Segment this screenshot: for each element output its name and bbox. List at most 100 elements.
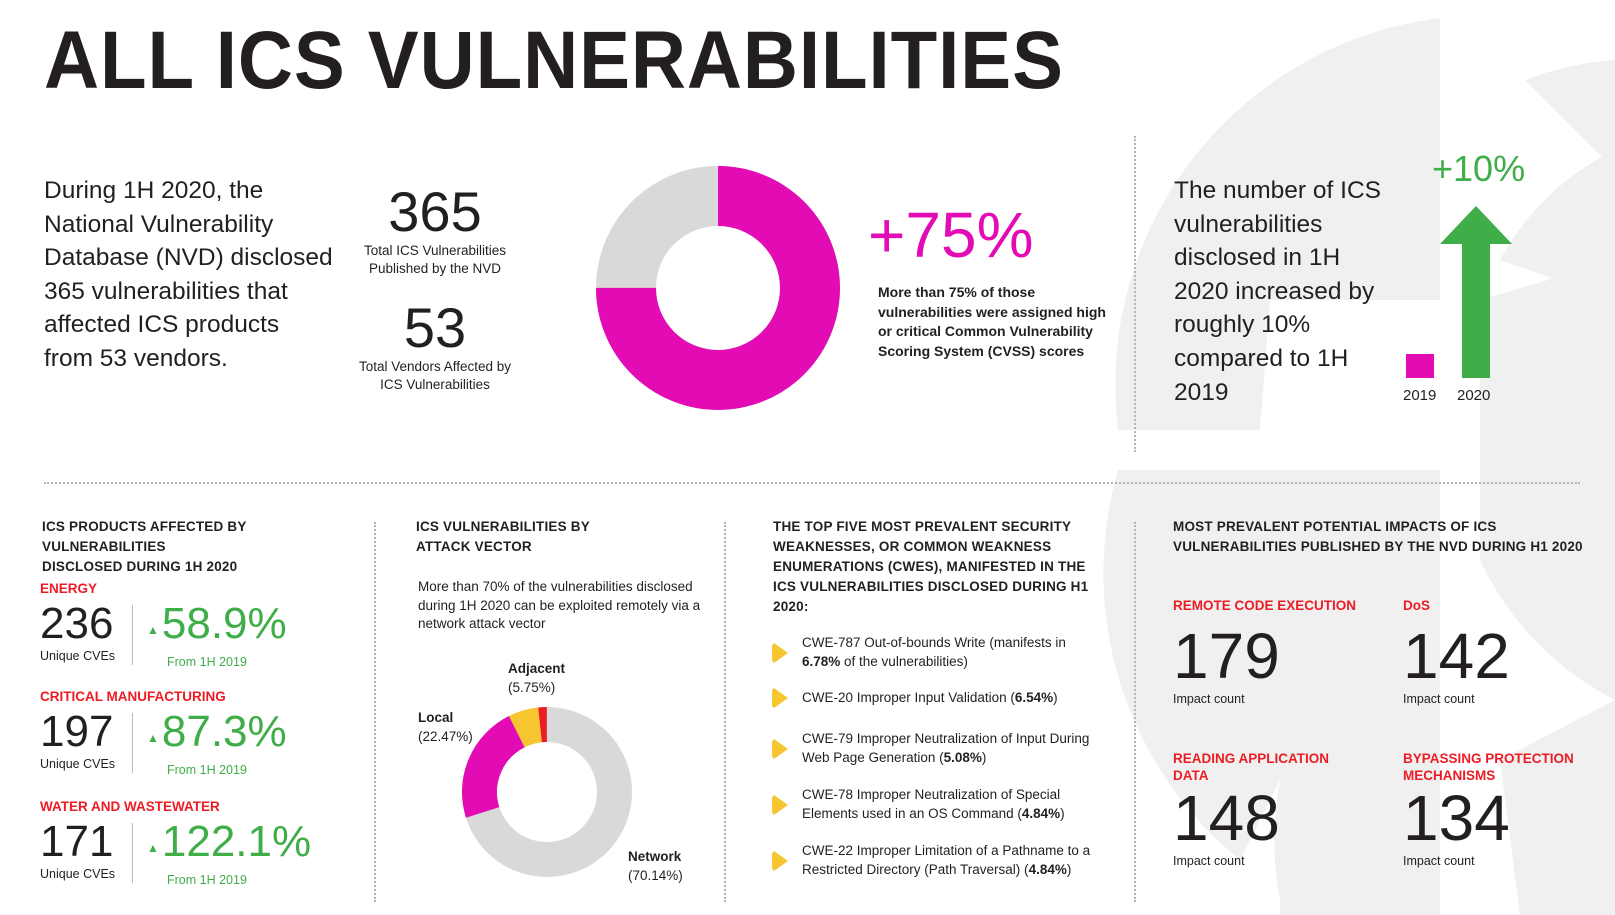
sector-water-wastewater: WATER AND WASTEWATER 171 Unique CVEs ▲ 12… bbox=[40, 798, 360, 887]
page-title: ALL ICS VULNERABILITIES bbox=[44, 15, 1064, 106]
pie-label-network: Network (70.14%) bbox=[628, 848, 683, 885]
sector-change: 87.3% bbox=[161, 707, 287, 756]
impact-remote-code-execution: REMOTE CODE EXECUTION 179 Impact count bbox=[1173, 597, 1393, 706]
cwe-text: CWE-22 Improper Limitation of a Pathname… bbox=[802, 843, 1091, 877]
sector-count: 236 bbox=[40, 599, 114, 648]
up-triangle-icon: ▲ bbox=[147, 841, 159, 855]
impact-label: Impact count bbox=[1173, 854, 1245, 868]
label-pct: (22.47%) bbox=[418, 728, 473, 744]
up-triangle-icon: ▲ bbox=[147, 731, 159, 745]
vertical-divider bbox=[1134, 522, 1136, 902]
heading-line: ATTACK VECTOR bbox=[416, 539, 532, 554]
cwe-text: CWE-78 Improper Neutralization of Specia… bbox=[802, 787, 1065, 821]
impact-value: 148 bbox=[1173, 782, 1280, 854]
heading-line: ICS PRODUCTS AFFECTED BY VULNERABILITIES bbox=[42, 519, 247, 554]
pie-label-local: Local (22.47%) bbox=[418, 709, 473, 746]
heading-line: VULNERABILITIES PUBLISHED BY THE NVD DUR… bbox=[1173, 539, 1583, 554]
bar-2019 bbox=[1406, 354, 1434, 378]
pie-label-adjacent: Adjacent (5.75%) bbox=[508, 660, 565, 697]
cwe-item: CWE-78 Improper Neutralization of Specia… bbox=[772, 786, 1102, 823]
sector-energy: ENERGY 236 Unique CVEs ▲ 58.9% From 1H 20… bbox=[40, 580, 360, 669]
pie-wedge-icon bbox=[772, 850, 788, 871]
impact-bypassing-protection: BYPASSING PROTECTION MECHANISMS 134 Impa… bbox=[1403, 750, 1615, 868]
cwe-text: CWE-20 Improper Input Validation (6.54%) bbox=[802, 689, 1058, 705]
year-label-2020: 2020 bbox=[1457, 387, 1491, 404]
label-name: Adjacent bbox=[508, 661, 566, 676]
cwe-item: CWE-787 Out-of-bounds Write (manifests i… bbox=[772, 634, 1102, 671]
cvss-donut-chart bbox=[596, 166, 840, 410]
impact-name: DATA bbox=[1173, 768, 1209, 783]
cwe-item: CWE-22 Improper Limitation of a Pathname… bbox=[772, 842, 1102, 879]
pie-wedge-icon bbox=[772, 794, 788, 815]
sector-name: WATER AND WASTEWATER bbox=[40, 799, 220, 814]
impact-name: MECHANISMS bbox=[1403, 768, 1496, 783]
impact-name: DoS bbox=[1403, 598, 1430, 613]
impact-value: 142 bbox=[1403, 620, 1510, 692]
label-pct: (70.14%) bbox=[628, 867, 683, 883]
sector-name: CRITICAL MANUFACTURING bbox=[40, 689, 226, 704]
sector-count: 197 bbox=[40, 707, 114, 756]
sector-change-label: From 1H 2019 bbox=[167, 763, 247, 777]
impact-name: BYPASSING PROTECTION bbox=[1403, 751, 1574, 766]
label-name: Network bbox=[628, 849, 682, 864]
heading-line: ICS VULNERABILITIES BY bbox=[416, 519, 590, 534]
cwe-text: CWE-787 Out-of-bounds Write (manifests i… bbox=[802, 635, 1066, 669]
increase-percentage: +10% bbox=[1432, 148, 1526, 189]
sector-change: 58.9% bbox=[161, 599, 287, 648]
stat-value: 53 bbox=[403, 296, 467, 359]
impact-value: 179 bbox=[1173, 620, 1280, 692]
stat-label: ICS Vulnerabilities bbox=[380, 377, 490, 392]
sector-count: 171 bbox=[40, 817, 114, 866]
increase-description: The number of ICS vulnerabilities disclo… bbox=[1174, 177, 1381, 406]
sectors-heading: ICS PRODUCTS AFFECTED BY VULNERABILITIES… bbox=[42, 517, 372, 577]
impact-label: Impact count bbox=[1403, 854, 1475, 868]
attack-vector-description: More than 70% of the vulnerabilities dis… bbox=[418, 579, 701, 631]
divider bbox=[132, 713, 133, 773]
impact-name: READING APPLICATION bbox=[1173, 751, 1330, 766]
impacts-heading: MOST PREVALENT POTENTIAL IMPACTS OF ICS … bbox=[1173, 517, 1593, 557]
sector-critical-manufacturing: CRITICAL MANUFACTURING 197 Unique CVEs ▲… bbox=[40, 688, 360, 777]
sector-count-label: Unique CVEs bbox=[40, 867, 116, 881]
total-vulnerabilities-stat: 365 Total ICS Vulnerabilities Published … bbox=[340, 182, 530, 278]
label-pct: (5.75%) bbox=[508, 679, 556, 695]
total-vendors-stat: 53 Total Vendors Affected by ICS Vulnera… bbox=[340, 298, 530, 394]
label-name: Local bbox=[418, 710, 454, 725]
cvss-big-percentage: +75% bbox=[868, 199, 1034, 271]
divider bbox=[132, 823, 133, 883]
sector-change-label: From 1H 2019 bbox=[167, 873, 247, 887]
up-triangle-icon: ▲ bbox=[147, 623, 159, 637]
intro-text: During 1H 2020, the National Vulnerabili… bbox=[44, 177, 333, 372]
horizontal-divider bbox=[44, 482, 1580, 484]
heading-line: DISCLOSED DURING 1H 2020 bbox=[42, 559, 238, 574]
stat-label: Total Vendors Affected by bbox=[358, 359, 512, 374]
cvss-description: More than 75% of those vulnerabilities w… bbox=[878, 284, 1106, 359]
impact-reading-application-data: READING APPLICATION DATA 148 Impact coun… bbox=[1173, 750, 1393, 868]
cwe-item: CWE-20 Improper Input Validation (6.54%) bbox=[772, 686, 1102, 710]
up-arrow-icon bbox=[1440, 206, 1512, 378]
cwe-text: CWE-79 Improper Neutralization of Input … bbox=[802, 731, 1090, 765]
stat-label: Published by the NVD bbox=[368, 261, 502, 276]
impact-label: Impact count bbox=[1173, 692, 1245, 706]
cwe-heading: THE TOP FIVE MOST PREVALENT SECURITY WEA… bbox=[773, 519, 1089, 614]
sector-change-label: From 1H 2019 bbox=[167, 655, 247, 669]
vertical-divider bbox=[724, 522, 726, 902]
impact-label: Impact count bbox=[1403, 692, 1475, 706]
stat-label: Total ICS Vulnerabilities bbox=[363, 243, 507, 258]
attack-vector-heading: ICS VULNERABILITIES BY ATTACK VECTOR bbox=[416, 517, 696, 557]
year-label-2019: 2019 bbox=[1403, 387, 1437, 404]
sector-name: ENERGY bbox=[40, 581, 98, 596]
heading-line: MOST PREVALENT POTENTIAL IMPACTS OF ICS bbox=[1173, 519, 1497, 534]
pie-wedge-icon bbox=[772, 738, 788, 759]
cwe-item: CWE-79 Improper Neutralization of Input … bbox=[772, 730, 1102, 767]
stat-value: 365 bbox=[388, 180, 482, 243]
vertical-divider bbox=[374, 522, 376, 902]
sector-count-label: Unique CVEs bbox=[40, 757, 116, 771]
sector-count-label: Unique CVEs bbox=[40, 649, 116, 663]
vertical-divider bbox=[1134, 136, 1136, 452]
pie-wedge-icon bbox=[772, 688, 788, 708]
impact-value: 134 bbox=[1403, 782, 1510, 854]
attack-vector-donut-chart bbox=[462, 707, 632, 877]
impact-name: REMOTE CODE EXECUTION bbox=[1173, 598, 1357, 613]
divider bbox=[132, 605, 133, 665]
